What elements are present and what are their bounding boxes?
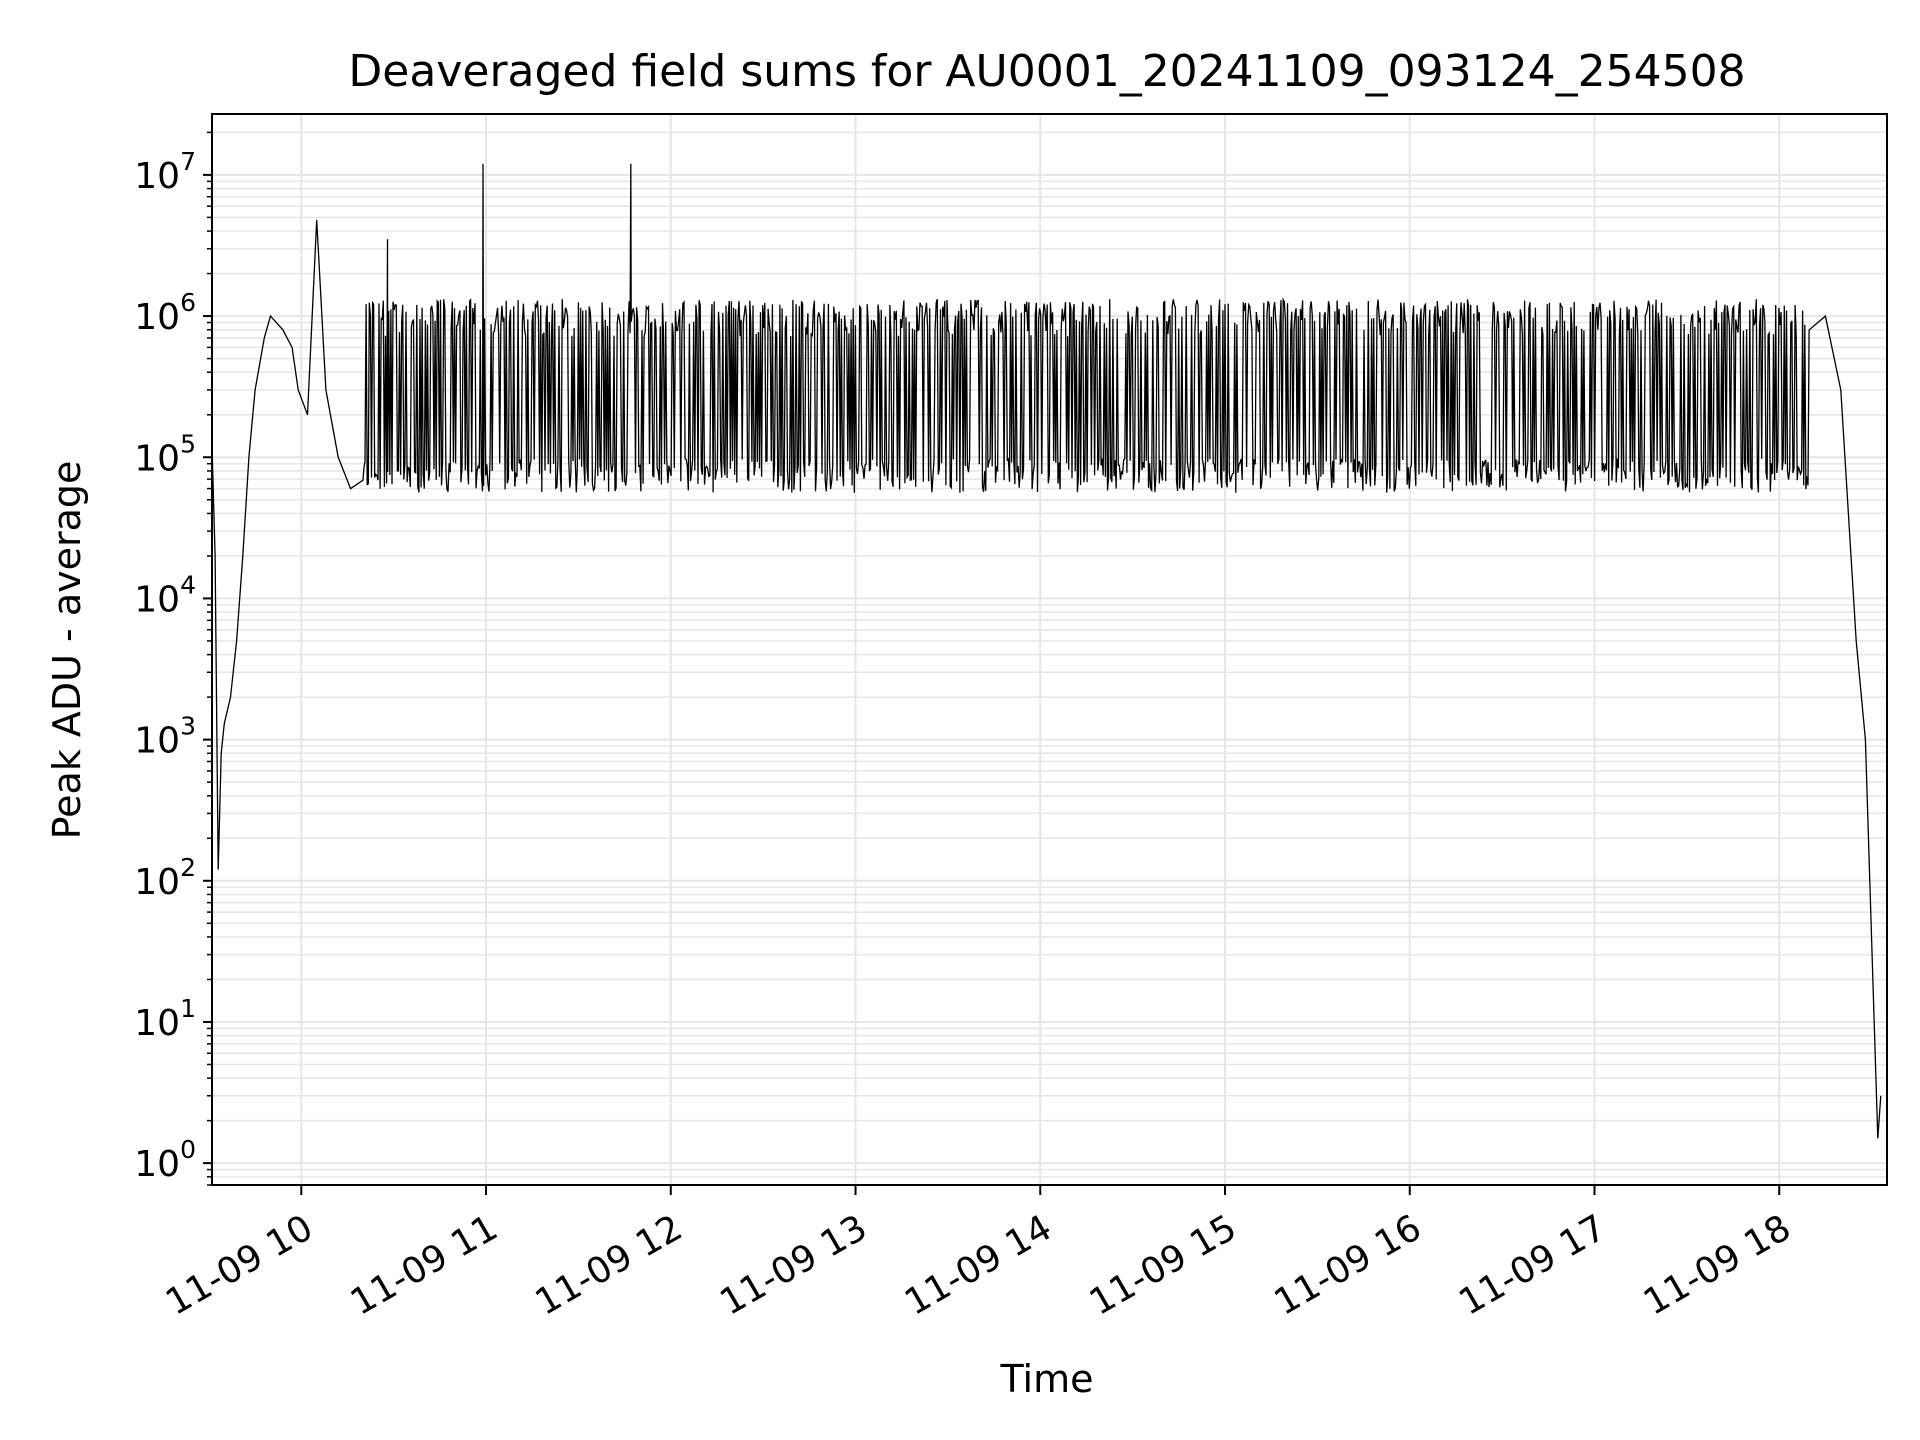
- y-tick-label: 105: [134, 429, 196, 479]
- y-tick-label: 103: [134, 712, 196, 762]
- y-axis: 100 101 102 103 104 105 106 107: [134, 131, 212, 1186]
- y-tick-label: 100: [134, 1135, 196, 1185]
- y-tick-label: 101: [134, 994, 196, 1044]
- chart-title: Deaveraged field sums for AU0001_2024110…: [348, 46, 1745, 97]
- plot-area: [212, 163, 1882, 1164]
- plot-frame: [211, 113, 1888, 1186]
- y-tick-label: 107: [134, 147, 196, 197]
- y-tick-label: 104: [134, 570, 196, 620]
- grid-lines: [212, 114, 1887, 1186]
- x-axis-label: Time: [1000, 1357, 1094, 1401]
- series-line: [212, 163, 1882, 1164]
- y-tick-label: 106: [134, 288, 196, 338]
- y-tick-label: 102: [134, 853, 196, 903]
- y-axis-label: Peak ADU - average: [45, 461, 89, 840]
